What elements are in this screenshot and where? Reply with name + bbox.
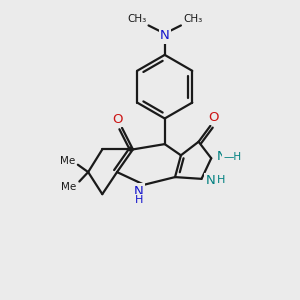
Text: N: N: [217, 150, 226, 163]
Text: Me: Me: [61, 182, 77, 191]
Text: CH₃: CH₃: [183, 14, 202, 24]
Text: N: N: [134, 185, 144, 198]
Text: H: H: [217, 175, 225, 185]
Text: H: H: [135, 195, 143, 205]
Text: O: O: [112, 113, 123, 126]
Text: N: N: [160, 29, 169, 42]
Text: Me: Me: [60, 156, 75, 166]
Text: CH₃: CH₃: [127, 14, 146, 24]
Text: —H: —H: [224, 152, 242, 162]
Text: N: N: [206, 174, 215, 187]
Text: O: O: [208, 111, 219, 124]
